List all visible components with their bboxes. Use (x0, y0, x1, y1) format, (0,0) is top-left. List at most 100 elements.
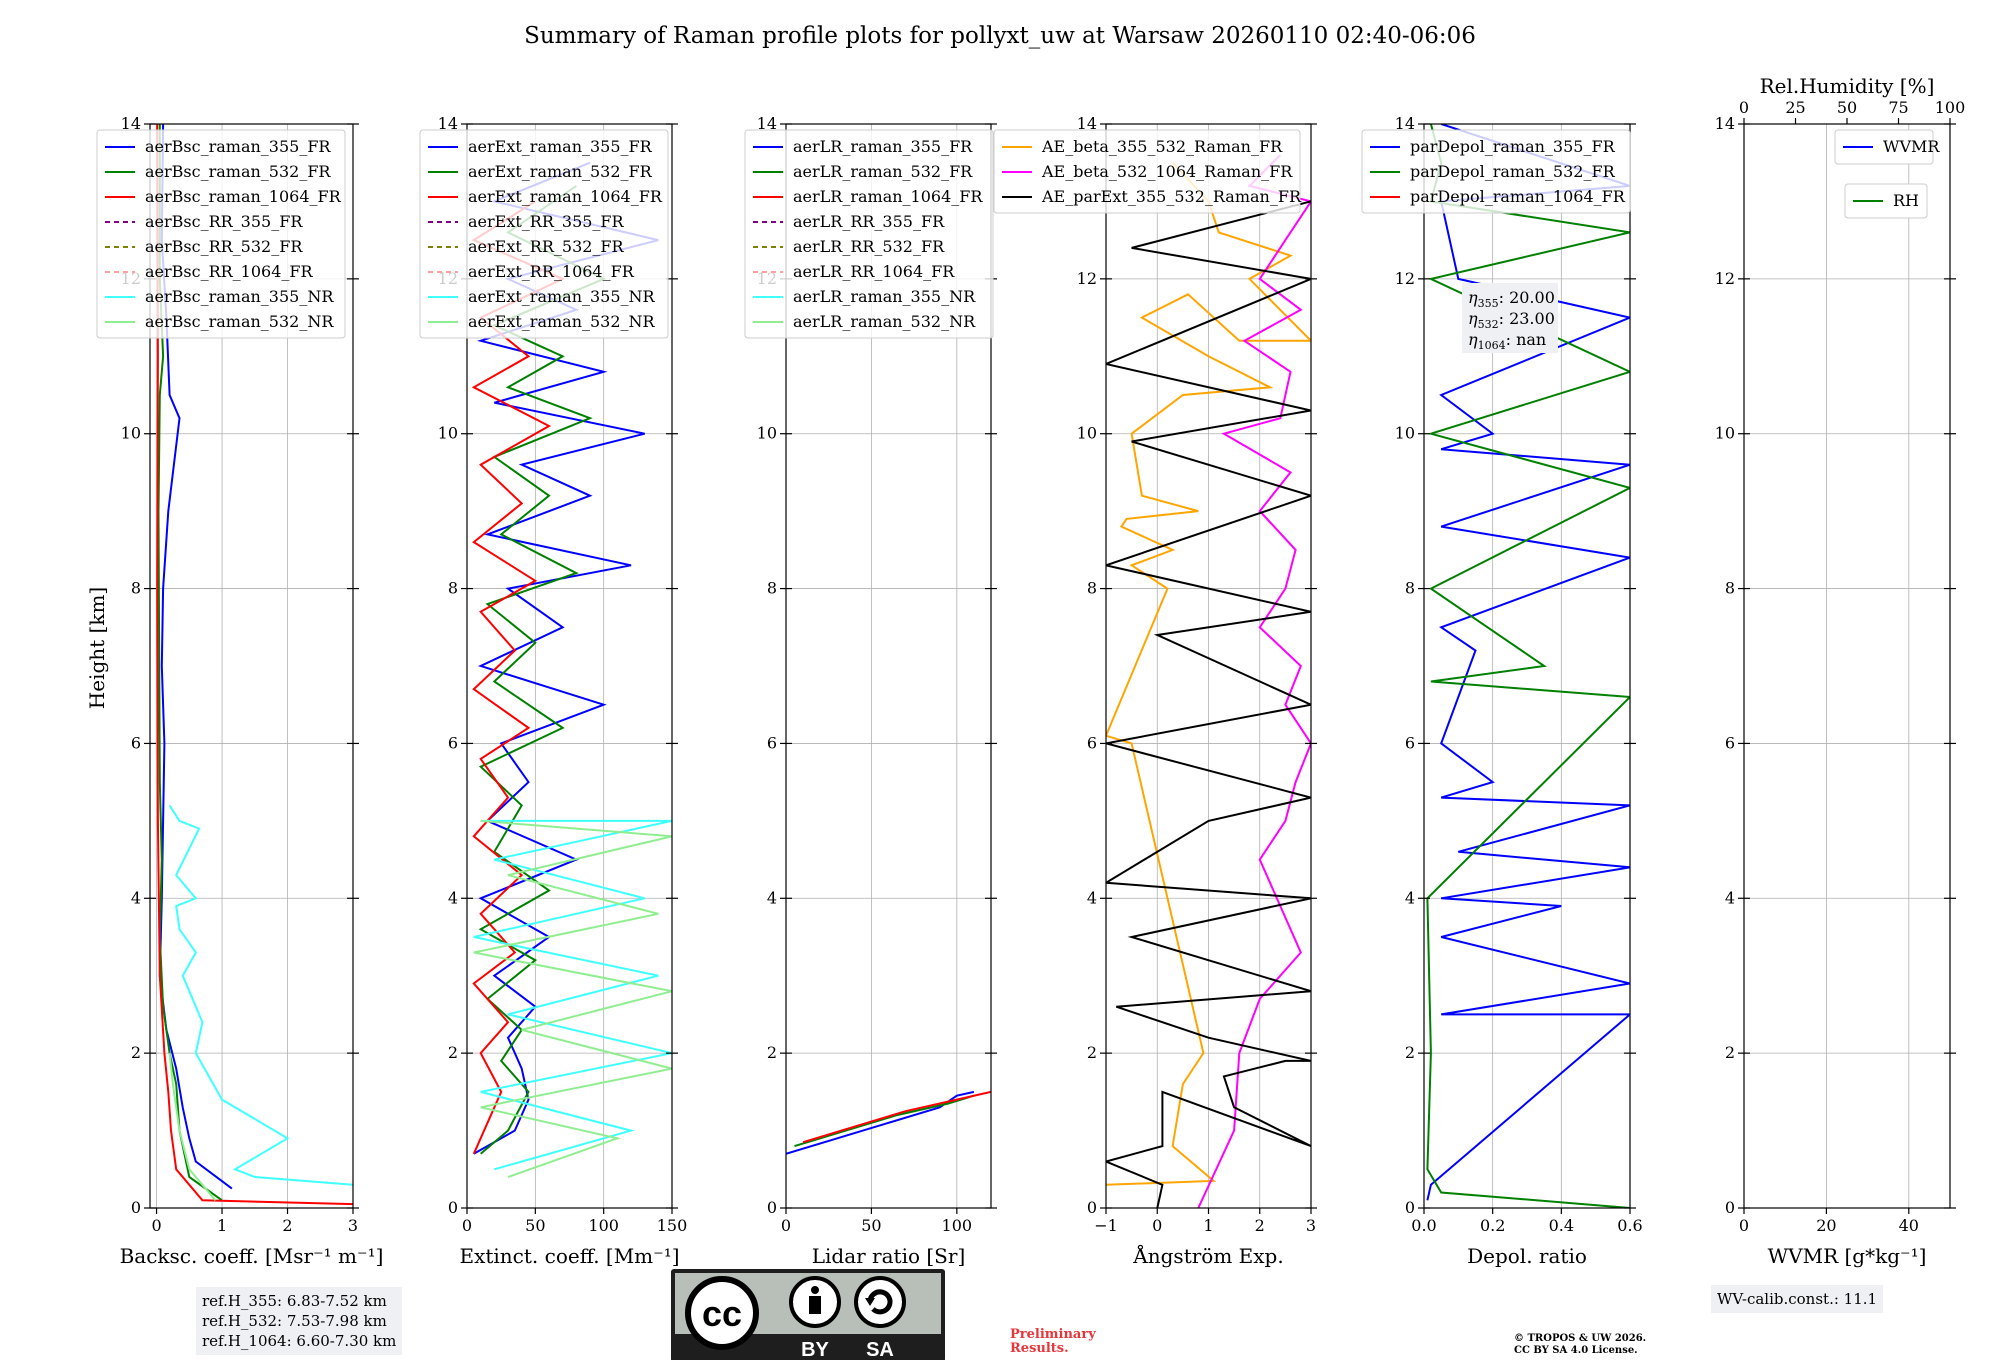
y-tick-label: 10 (1395, 424, 1415, 443)
series-line-aerExt_raman_532_NR (473, 819, 672, 1178)
cc-circle-icon (685, 1276, 759, 1350)
badge-by-label: BY (801, 1339, 829, 1360)
series-line-AE_beta_532_1064_Raman_FR (1197, 154, 1311, 1208)
legend-entry-label: aerLR_raman_355_NR (793, 287, 976, 306)
panel-depol: 0 2 4 6 8 10 12 14 0.0 0.2 0.4 0.6 Depol. ratio parDe… (1361, 114, 1643, 1268)
legend-entry-label: WVMR (1883, 137, 1940, 156)
x-axis-label: Lidar ratio [Sr] (812, 1244, 966, 1268)
legend-entry-label: parDepol_raman_1064_FR (1410, 187, 1626, 206)
y-tick-label: 14 (1395, 114, 1415, 133)
series-line-aerBsc_raman_355_NR (168, 804, 353, 1186)
y-tick-label: 4 (448, 888, 458, 907)
series-group (1426, 124, 1630, 1208)
series-line-aerBsc_raman_1064_FR (156, 124, 353, 1206)
eta-value: : 20.00 (1499, 288, 1555, 307)
legend-entry-label: aerBsc_RR_355_FR (145, 212, 303, 231)
legend-entry-label: RH (1893, 191, 1919, 210)
y-tick-label: 10 (438, 424, 458, 443)
copyright-line-1: © TROPOS & UW 2026. (1514, 1333, 1647, 1344)
top-tick-label: 50 (1837, 98, 1857, 117)
legend-entry-label: AE_parExt_355_532_Raman_FR (1041, 187, 1302, 206)
y-tick-label: 8 (767, 579, 777, 598)
legend: AE_beta_355_532_Raman_FR AE_beta_532_1064… (993, 129, 1302, 214)
axes-frame (1743, 123, 1951, 1209)
series-line-aerBsc_raman_532_FR (157, 124, 223, 1202)
legend-entry-label: aerLR_RR_1064_FR (793, 262, 955, 281)
legend-entry-label: aerBsc_RR_1064_FR (145, 262, 314, 281)
series-group (471, 161, 672, 1178)
x-axis-label: Ångström Exp. (1132, 1243, 1283, 1268)
x-tick-label: 20 (1816, 1216, 1836, 1235)
panel-bsc: 024681012140123Backsc. coeff. [Msr⁻¹ m⁻¹… (96, 114, 383, 1268)
legend-entry-label: aerBsc_raman_1064_FR (145, 187, 342, 206)
legend-box (1844, 183, 1928, 219)
panel-ext: 02468101214050100150Extinct. coeff. [Mm⁻… (419, 114, 688, 1268)
y-tick-label: 8 (1405, 579, 1415, 598)
y-tick-label: 6 (1405, 733, 1415, 752)
x-tick-label: 0 (462, 1216, 472, 1235)
series-group (156, 124, 353, 1206)
y-tick-label: 14 (1077, 114, 1097, 133)
x-tick-label: 1 (217, 1216, 227, 1235)
figure-title: Summary of Raman profile plots for polly… (524, 23, 1476, 49)
legend-box (1361, 129, 1631, 214)
y-tick-label: 8 (448, 579, 458, 598)
legend-entry-label: aerBsc_raman_355_FR (145, 137, 331, 156)
eta-line: η532: 23.00 (1468, 309, 1555, 331)
y-tick-label: 8 (131, 579, 141, 598)
legend-entry-label: AE_beta_532_1064_Raman_FR (1041, 162, 1293, 181)
x-tick-label: −1 (1094, 1216, 1118, 1235)
legend-entry-label: aerExt_raman_532_FR (468, 162, 653, 181)
legend-entry-label: aerLR_RR_355_FR (793, 212, 945, 231)
y-tick-label: 6 (767, 733, 777, 752)
panel-lr: 02468101214050100Lidar ratio [Sr]aerLR_r… (744, 114, 997, 1268)
legend-entry-label: aerExt_raman_355_FR (468, 137, 653, 156)
x-axis-label: WVMR [g*kg⁻¹] (1768, 1244, 1927, 1268)
eta-box (1462, 283, 1558, 353)
y-tick-label: 0 (131, 1198, 141, 1217)
y-tick-label: 14 (438, 114, 458, 133)
x-tick-label: 0 (1739, 1216, 1749, 1235)
x-tick-label: 50 (861, 1216, 881, 1235)
legend-entry-label: aerExt_RR_355_FR (468, 212, 625, 231)
legend-entry-label: aerBsc_RR_532_FR (145, 237, 303, 256)
legend-entry-label: parDepol_raman_355_FR (1410, 137, 1616, 156)
series-line-parDepol_raman_532_FR (1426, 124, 1630, 1208)
y-tick-label: 14 (757, 114, 777, 133)
reference-height-box: ref.H_355: 6.83-7.52 km ref.H_532: 7.53-… (196, 1287, 403, 1355)
x-tick-label: 0 (781, 1216, 791, 1235)
legend: aerLR_raman_355_FR aerLR_raman_532_FR aerL… (744, 129, 994, 339)
legend: aerExt_raman_355_FR aerExt_raman_532_FRae… (419, 129, 669, 339)
badge-sa-label: SA (866, 1339, 894, 1360)
legend: aerBsc_raman_355_FR aerBsc_raman_532_FRae… (96, 129, 346, 339)
y-tick-label: 8 (1725, 579, 1735, 598)
y-tick-label: 0 (1725, 1198, 1735, 1217)
legend-entry-label: aerLR_raman_532_FR (793, 162, 973, 181)
y-tick-label: 2 (767, 1043, 777, 1062)
series-line-AE_beta_355_532_Raman_FR (1106, 162, 1311, 1186)
x-tick-label: 3 (1306, 1216, 1316, 1235)
series-line-aerLR_raman_532_FR (794, 1094, 975, 1148)
y-tick-label: 0 (448, 1198, 458, 1217)
y-tick-label: 4 (767, 888, 777, 907)
x-tick-label: 100 (942, 1216, 973, 1235)
top-tick-label: 100 (1935, 98, 1966, 117)
axes-frame (466, 123, 673, 1209)
eta-line: η1064: nan (1468, 330, 1546, 352)
eta-value: : nan (1506, 330, 1547, 349)
ref-height-355: ref.H_355: 6.83-7.52 km (202, 1292, 387, 1310)
legend-entry-label: aerLR_raman_355_FR (793, 137, 973, 156)
y-tick-label: 14 (1715, 114, 1735, 133)
x-tick-label: 150 (657, 1216, 688, 1235)
x-axis-label: Extinct. coeff. [Mm⁻¹] (459, 1244, 679, 1268)
legend-box (419, 129, 669, 339)
preliminary-note: Preliminary Results. (1010, 1328, 1096, 1356)
panels-group: 024681012140123Backsc. coeff. [Msr⁻¹ m⁻¹… (96, 74, 1966, 1268)
top-axis-label: Rel.Humidity [%] (1760, 74, 1935, 98)
legend-box (744, 129, 994, 339)
y-tick-label: 2 (1405, 1043, 1415, 1062)
share-alike-icon (854, 1276, 906, 1328)
y-tick-label: 2 (1087, 1043, 1097, 1062)
legend-entry-label: aerExt_RR_1064_FR (468, 262, 635, 281)
